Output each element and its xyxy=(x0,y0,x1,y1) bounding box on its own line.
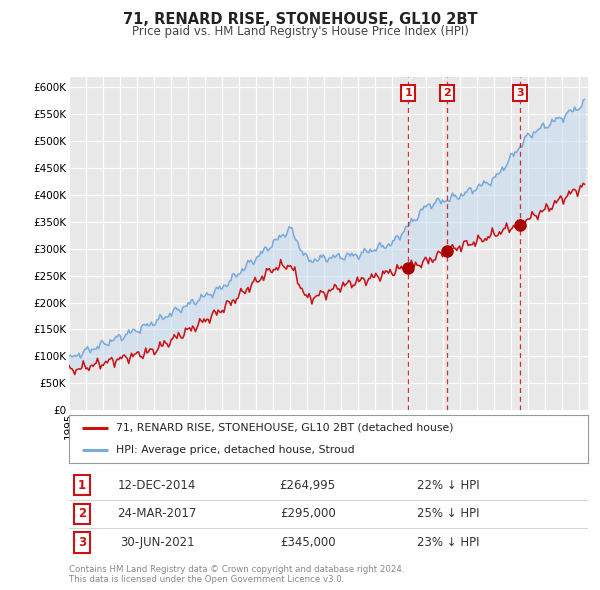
Text: 3: 3 xyxy=(78,536,86,549)
Text: 1: 1 xyxy=(404,88,412,98)
Text: 25% ↓ HPI: 25% ↓ HPI xyxy=(416,507,479,520)
Text: Contains HM Land Registry data © Crown copyright and database right 2024.: Contains HM Land Registry data © Crown c… xyxy=(69,565,404,574)
Text: 30-JUN-2021: 30-JUN-2021 xyxy=(120,536,194,549)
Text: 3: 3 xyxy=(516,88,524,98)
Text: 2: 2 xyxy=(443,88,451,98)
Text: 12-DEC-2014: 12-DEC-2014 xyxy=(118,478,196,491)
Text: £345,000: £345,000 xyxy=(280,536,335,549)
Text: £264,995: £264,995 xyxy=(280,478,336,491)
Text: 71, RENARD RISE, STONEHOUSE, GL10 2BT: 71, RENARD RISE, STONEHOUSE, GL10 2BT xyxy=(122,12,478,27)
Text: 71, RENARD RISE, STONEHOUSE, GL10 2BT (detached house): 71, RENARD RISE, STONEHOUSE, GL10 2BT (d… xyxy=(116,423,453,433)
Text: £295,000: £295,000 xyxy=(280,507,335,520)
Text: 23% ↓ HPI: 23% ↓ HPI xyxy=(416,536,479,549)
Text: 1: 1 xyxy=(78,478,86,491)
Text: 2: 2 xyxy=(78,507,86,520)
Text: Price paid vs. HM Land Registry's House Price Index (HPI): Price paid vs. HM Land Registry's House … xyxy=(131,25,469,38)
Text: HPI: Average price, detached house, Stroud: HPI: Average price, detached house, Stro… xyxy=(116,445,355,455)
Text: 24-MAR-2017: 24-MAR-2017 xyxy=(118,507,197,520)
Text: This data is licensed under the Open Government Licence v3.0.: This data is licensed under the Open Gov… xyxy=(69,575,344,584)
Text: 22% ↓ HPI: 22% ↓ HPI xyxy=(416,478,479,491)
